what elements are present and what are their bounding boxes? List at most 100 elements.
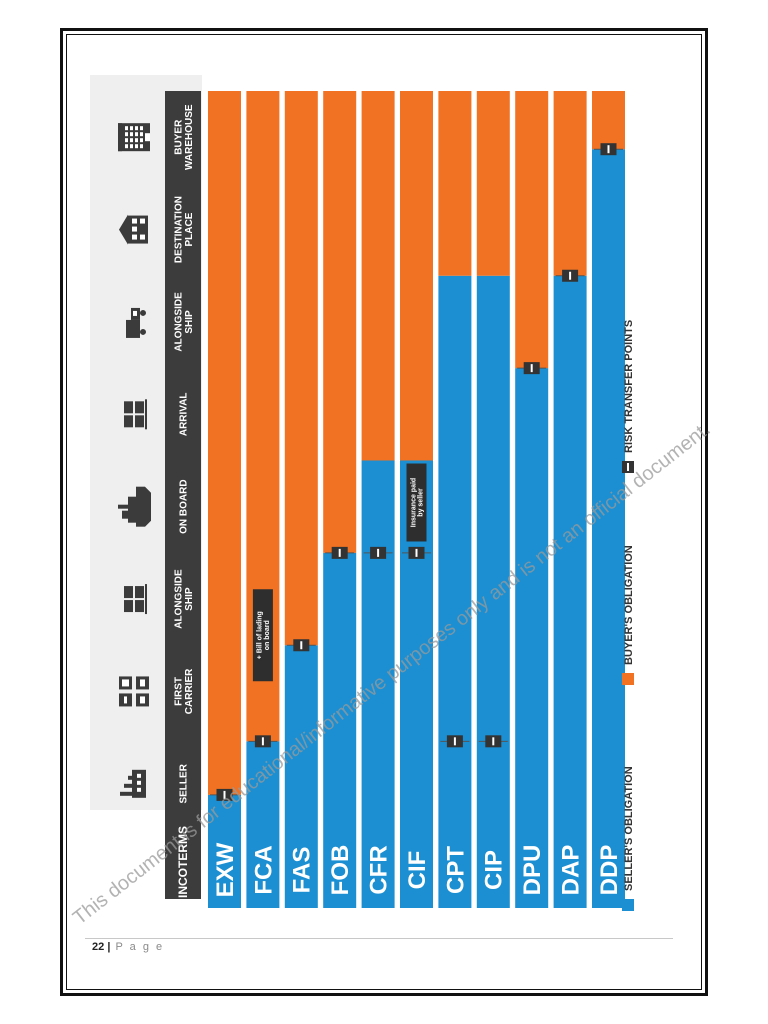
- category-label-dap-line: DAP: [558, 845, 585, 896]
- page-label: P a g e: [115, 941, 165, 953]
- port-truck-icon-part: [133, 310, 137, 316]
- buyer-bar-cfr: [361, 91, 395, 461]
- stage-label-line: PLACE: [184, 212, 195, 246]
- seller-bar-dap: [553, 275, 587, 830]
- carrier-modes-icon-part: [124, 696, 127, 704]
- category-label-ddp-line: DDP: [596, 845, 623, 896]
- legend-label: RISK TRANSFER POINTS: [623, 320, 635, 453]
- category-label-dap: DAP: [558, 845, 585, 896]
- header-incoterms-label: INCOTERMS: [176, 826, 190, 898]
- category-label-block: [515, 830, 549, 908]
- destination-building-icon-roof: [119, 214, 128, 245]
- category-label-fca-line: FCA: [250, 845, 277, 894]
- containers-icon-part: [135, 600, 144, 613]
- legend-label-group: RISK TRANSFER POINTS: [623, 320, 635, 453]
- stage-label-line: BUYER: [173, 119, 184, 155]
- category-label-block: [323, 830, 357, 908]
- cargo-ship-icon-hull: [145, 486, 151, 527]
- risk-marker-glyph: [377, 548, 380, 557]
- factory-icon-part: [137, 773, 141, 778]
- risk-marker-glyph: [415, 548, 418, 557]
- warehouse-building-icon-part: [130, 144, 133, 149]
- legend-label-group: SELLER'S OBLIGATION: [623, 766, 635, 891]
- stage-label: ON BOARD: [179, 479, 190, 533]
- factory-icon-part: [124, 783, 132, 788]
- risk-marker-glyph: [223, 790, 226, 799]
- seller-bar-fob: [323, 552, 357, 830]
- destination-building-icon-part: [140, 218, 145, 224]
- risk-marker-glyph: [453, 737, 456, 746]
- stage-label-line: FIRST: [173, 677, 184, 706]
- category-label-fca: FCA: [250, 845, 277, 894]
- containers-icon: [124, 584, 147, 615]
- warehouse-building-icon-part: [135, 132, 138, 137]
- legend-marker-glyph: [627, 463, 629, 471]
- containers-icon: [124, 399, 147, 430]
- page-border-inner: [66, 34, 702, 990]
- warehouse-building-icon-part: [125, 126, 128, 131]
- header-bar: [165, 91, 201, 899]
- category-label-fob-line: FOB: [327, 845, 354, 896]
- port-truck-icon: [126, 307, 146, 338]
- category-label-cpt: CPT: [442, 846, 469, 894]
- warehouse-building-icon-part: [130, 126, 133, 131]
- annotation-box: [252, 589, 273, 682]
- buyer-bar-dap: [553, 91, 587, 276]
- annotation-text-fca-line: on board: [264, 620, 271, 650]
- annotation-text-cif-line: by seller: [418, 488, 425, 517]
- stage-label: FIRST CARRIER: [173, 668, 195, 714]
- footer-divider: [85, 938, 673, 939]
- warehouse-building-icon-part: [135, 144, 138, 149]
- cargo-ship-icon-part: [118, 504, 128, 509]
- warehouse-building-icon-part: [140, 144, 143, 149]
- warehouse-building-icon-part: [118, 123, 122, 152]
- destination-building-icon: [119, 214, 148, 245]
- legend-label-group: BUYER'S OBLIGATION: [623, 545, 635, 665]
- stage-label: DESTINATION PLACE: [173, 196, 195, 263]
- carrier-modes-icon-part: [140, 679, 145, 687]
- category-label-exw-line: EXW: [212, 842, 239, 897]
- warehouse-building-icon-part: [140, 138, 143, 143]
- risk-marker-glyph: [607, 145, 610, 154]
- legend-label: BUYER'S OBLIGATION: [623, 545, 635, 665]
- warehouse-building-icon-part: [145, 133, 150, 142]
- stage-label-line: SHIP: [184, 587, 195, 611]
- category-label-exw: EXW: [212, 842, 239, 897]
- stage-label-line: ALONGSIDE: [173, 569, 184, 629]
- destination-building-icon-part: [132, 226, 137, 232]
- port-truck-icon-wheel: [140, 309, 146, 316]
- annotation-text-fca-line: + Bill of lading: [257, 611, 264, 659]
- warehouse-building-icon-part: [125, 138, 128, 143]
- containers-icon-part: [124, 600, 133, 613]
- buyer-bar-cpt: [438, 91, 472, 276]
- factory-icon-part: [120, 791, 132, 796]
- category-label-cpt-line: CPT: [442, 846, 469, 894]
- page-number: 22: [92, 941, 105, 953]
- warehouse-building-icon-part: [125, 144, 128, 149]
- category-label-cif-line: CIF: [404, 851, 431, 890]
- warehouse-building-icon-part: [130, 132, 133, 137]
- buyer-bar-cip: [476, 91, 510, 276]
- containers-icon-part: [145, 584, 147, 615]
- category-label-cfr: CFR: [366, 845, 393, 894]
- stage-label-line: DESTINATION: [173, 196, 184, 263]
- legend-swatch: [622, 673, 634, 685]
- seller-bar-cfr: [361, 460, 395, 830]
- factory-icon-part: [137, 787, 141, 792]
- port-truck-icon-wheel: [140, 328, 146, 335]
- stage-label: BUYER WAREHOUSE: [173, 104, 195, 170]
- stage-label-line: ALONGSIDE: [173, 292, 184, 352]
- cargo-ship-icon: [118, 486, 151, 527]
- seller-bar-dpu: [515, 368, 549, 830]
- stage-label-line: SELLER: [179, 763, 190, 803]
- category-label-fob: FOB: [327, 845, 354, 896]
- destination-building-icon-part: [140, 234, 145, 240]
- carrier-modes-icon-part: [140, 696, 145, 704]
- category-label-block: [208, 830, 241, 908]
- risk-marker-glyph: [530, 364, 533, 373]
- destination-building-icon-part: [132, 218, 137, 224]
- containers-icon-part: [135, 401, 144, 414]
- warehouse-building-icon-part: [130, 138, 133, 143]
- containers-icon-part: [124, 401, 133, 414]
